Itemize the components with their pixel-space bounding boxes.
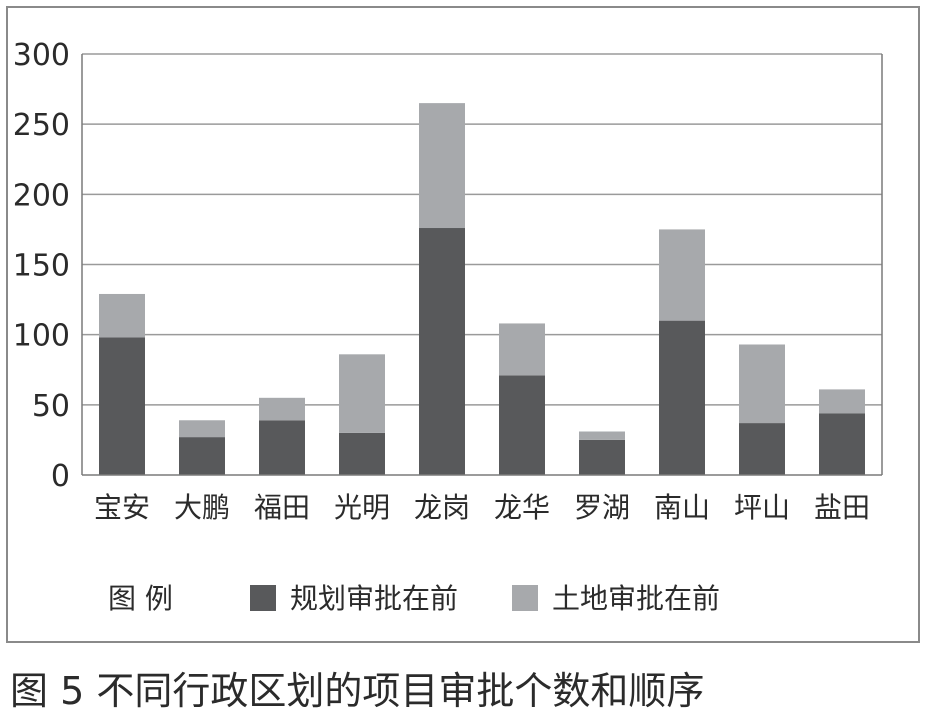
bar-land	[579, 431, 625, 440]
bar-planning	[259, 420, 305, 475]
bar-planning	[339, 432, 385, 475]
bar-planning	[659, 320, 705, 475]
y-tick-label: 250	[13, 108, 70, 143]
bar-land	[259, 397, 305, 421]
bar-land	[659, 229, 705, 321]
legend-swatch-planning	[250, 585, 276, 611]
y-tick-label: 150	[13, 249, 70, 284]
bars	[99, 103, 865, 475]
bar-planning	[499, 375, 545, 475]
x-tick-label: 宝安	[94, 491, 150, 524]
bar-planning	[99, 337, 145, 475]
x-tick-label: 罗湖	[574, 491, 630, 524]
axes	[81, 54, 883, 476]
bar-planning	[419, 228, 465, 475]
figure-caption: 图 5 不同行政区划的项目审批个数和顺序	[10, 669, 705, 713]
bar-land	[339, 354, 385, 433]
y-tick-label: 100	[13, 319, 70, 354]
x-tick-label: 福田	[254, 491, 310, 524]
y-tick-label: 50	[32, 389, 70, 424]
x-tick-label: 龙岗	[414, 491, 470, 524]
bar-land	[739, 344, 785, 424]
bar-planning	[579, 439, 625, 475]
y-tick-label: 200	[13, 178, 70, 213]
bar-planning	[739, 423, 785, 475]
x-tick-label: 龙华	[494, 491, 550, 524]
legend: 图 例 规划审批在前 土地审批在前	[108, 582, 720, 615]
legend-title: 图 例	[108, 582, 173, 615]
chart-frame	[6, 6, 920, 643]
bar-land	[419, 103, 465, 229]
legend-label-land: 土地审批在前	[552, 582, 720, 615]
x-tick-label: 大鹏	[174, 491, 230, 524]
bar-planning	[819, 413, 865, 475]
legend-swatch-land	[512, 585, 538, 611]
y-tick-label: 300	[13, 38, 70, 73]
y-tick-labels: 0 50 100 150 200 250 300	[13, 38, 70, 494]
bar-land	[819, 389, 865, 414]
bar-land	[179, 420, 225, 438]
bar-land	[499, 323, 545, 376]
legend-label-planning: 规划审批在前	[290, 582, 458, 615]
x-tick-label: 南山	[654, 491, 710, 524]
x-tick-label: 光明	[334, 491, 390, 524]
bar-planning	[179, 437, 225, 475]
bar-land	[99, 293, 145, 338]
y-tick-label: 0	[51, 459, 70, 494]
x-tick-labels: 宝安 大鹏 福田 光明 龙岗 龙华 罗湖 南山 坪山 盐田	[94, 491, 870, 524]
x-tick-label: 坪山	[734, 491, 790, 524]
x-tick-label: 盐田	[814, 491, 870, 524]
